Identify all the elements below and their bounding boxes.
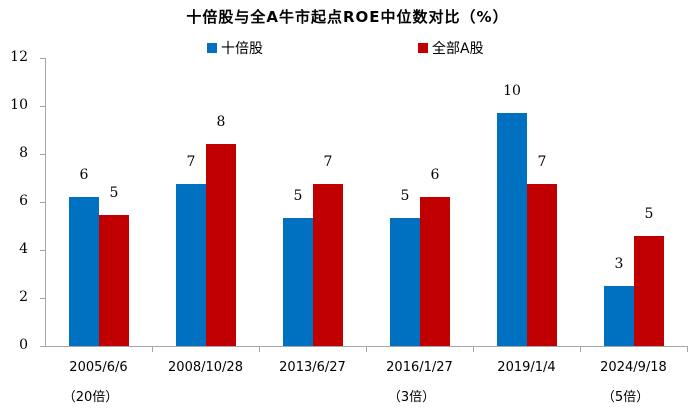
y-tick-label: 4 — [19, 241, 28, 257]
bar-all-a — [99, 215, 129, 346]
legend-label: 十倍股 — [221, 41, 263, 57]
legend-item-ten-bagger: 十倍股 — [207, 38, 263, 58]
bar-ten-bagger — [604, 286, 634, 346]
data-label: 7 — [537, 154, 547, 170]
bar-ten-bagger — [283, 217, 313, 346]
x-tick-sublabel: （3倍） — [387, 390, 436, 405]
y-tick — [40, 58, 46, 59]
y-tick-label: 8 — [19, 145, 28, 161]
x-tick-label: 2024/9/18 — [600, 360, 667, 375]
legend-swatch-blue — [207, 43, 217, 53]
data-label: 5 — [293, 187, 303, 204]
bar-ten-bagger — [390, 217, 420, 346]
data-label: 7 — [186, 154, 196, 170]
y-tick — [40, 346, 46, 347]
x-tick-label: 2019/1/4 — [497, 360, 556, 375]
y-tick — [40, 154, 46, 155]
bar-ten-bagger — [497, 113, 527, 346]
x-tick-label: 2016/1/27 — [386, 360, 453, 375]
x-tick — [259, 346, 260, 352]
chart-title: 十倍股与全A牛市起点ROE中位数对比（%） — [186, 8, 509, 26]
data-label: 5 — [644, 205, 654, 222]
y-tick-label: 2 — [19, 289, 28, 305]
data-label: 6 — [430, 167, 440, 184]
data-label: 6 — [79, 167, 89, 184]
data-label: 7 — [323, 154, 333, 170]
legend-label: 全部A股 — [432, 41, 484, 57]
x-tick — [473, 346, 474, 352]
bar-all-a — [420, 197, 450, 346]
x-axis — [40, 346, 687, 347]
y-tick-label: 10 — [10, 97, 28, 113]
bar-all-a — [634, 235, 664, 346]
data-label: 8 — [216, 114, 226, 131]
x-tick-sublabel: （5倍） — [601, 390, 650, 405]
bar-ten-bagger — [69, 197, 99, 346]
data-label: 5 — [400, 187, 410, 204]
x-tick-label: 2008/10/28 — [168, 360, 243, 375]
bar-all-a — [527, 184, 557, 346]
y-tick — [40, 106, 46, 107]
y-tick-label: 0 — [19, 337, 28, 353]
y-tick — [40, 298, 46, 299]
bar-ten-bagger — [176, 184, 206, 346]
x-tick — [366, 346, 367, 352]
y-tick-label: 6 — [19, 193, 28, 209]
y-tick — [40, 202, 46, 203]
x-tick-label: 2013/6/27 — [279, 360, 346, 375]
bar-all-a — [313, 184, 343, 346]
legend-swatch-red — [418, 43, 428, 53]
legend-item-all-a: 全部A股 — [418, 38, 484, 58]
x-tick-label: 2005/6/6 — [69, 360, 128, 375]
bar-all-a — [206, 144, 236, 346]
x-tick — [687, 346, 688, 352]
y-tick-label: 12 — [10, 49, 28, 65]
x-tick — [580, 346, 581, 352]
data-label: 10 — [503, 83, 521, 100]
y-tick — [40, 250, 46, 251]
data-label: 5 — [109, 185, 119, 202]
x-tick — [152, 346, 153, 352]
data-label: 3 — [614, 256, 624, 272]
x-tick-sublabel: （20倍） — [62, 390, 119, 405]
